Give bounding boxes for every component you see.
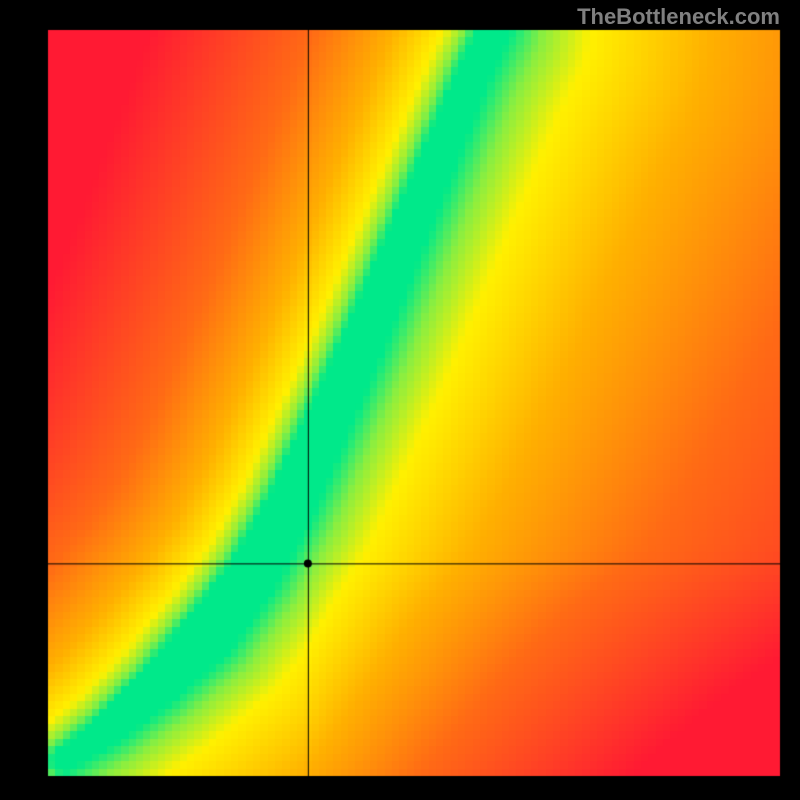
heatmap-canvas	[0, 0, 800, 800]
watermark-text: TheBottleneck.com	[577, 4, 780, 30]
chart-container: TheBottleneck.com	[0, 0, 800, 800]
